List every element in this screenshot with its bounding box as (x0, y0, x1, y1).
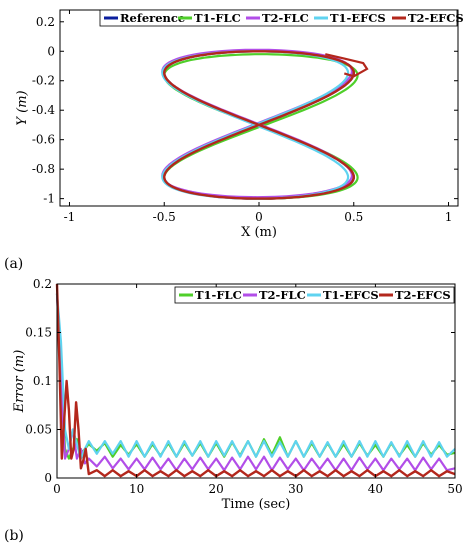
x-tick-label: 50 (447, 482, 462, 496)
y-tick-label: 0.2 (33, 277, 52, 291)
y-tick-label: -0.2 (32, 74, 55, 88)
legend: T1-FLC T2-FLC T1-EFCS T2-EFCS (174, 286, 455, 304)
series-line-t2-efcs (163, 50, 355, 200)
y-tick-label: -0.6 (32, 133, 55, 147)
trajectory-chart: -1 -0.5 0 0.5 1 0.2 0 -0.2 -0.4 -0.6 -0.8 -1 X (m) Y … (15, 9, 464, 240)
y-tick-label: 0.1 (33, 374, 52, 388)
legend-box (99, 9, 458, 27)
x-tick-label: 1 (445, 210, 453, 224)
x-tick-label: 20 (209, 482, 224, 496)
y-tick-label: 0.2 (36, 15, 55, 29)
legend-entry: T1-EFCS (323, 288, 379, 302)
plot-area (60, 10, 458, 206)
x-tick-label: 40 (368, 482, 383, 496)
x-tick-label: 10 (129, 482, 144, 496)
legend-entry: Reference (120, 11, 185, 25)
error-chart: 0 10 20 30 40 50 0 0.05 0.1 0.15 0.2 Time (sec) Erro… (12, 277, 463, 512)
x-tick-label: -1 (64, 210, 76, 224)
y-tick-label: 0.15 (25, 326, 52, 340)
x-tick-label: 30 (288, 482, 303, 496)
legend: Reference T1-FLC T2-FLC T1-EFCS T2-EFCS (99, 9, 464, 27)
y-axis-label: Y (m) (15, 90, 30, 125)
series-line-t2-efcs (55, 283, 456, 478)
y-tick-label: 0 (47, 44, 55, 58)
legend-entry: T1-FLC (195, 288, 242, 302)
x-axis-label: X (m) (241, 225, 277, 240)
legend-entry: T1-FLC (194, 11, 241, 25)
legend-entry: T2-EFCS (395, 288, 451, 302)
x-tick-label: 0.5 (344, 210, 363, 224)
y-tick-label: 0.05 (25, 423, 52, 437)
y-tick-label: -0.4 (32, 103, 56, 117)
legend-entry: T2-FLC (262, 11, 309, 25)
legend-entry: T1-EFCS (330, 11, 386, 25)
y-tick-label: -0.8 (32, 162, 55, 176)
y-axis-label: Error (m) (12, 350, 27, 414)
legend-entry: T2-FLC (259, 288, 306, 302)
series-overshoot-t2-efcs (325, 53, 369, 78)
x-axis-label: Time (sec) (222, 497, 291, 512)
y-tick-label: 0 (44, 471, 52, 485)
legend-entry: T2-EFCS (408, 11, 464, 25)
panel-label-b: (b) (4, 528, 24, 544)
x-tick-label: -0.5 (153, 210, 176, 224)
y-tick-label: -1 (43, 192, 55, 206)
series-line-t1-efcs (55, 293, 456, 460)
panel-label-a: (a) (4, 256, 23, 272)
x-tick-label: 0 (255, 210, 263, 224)
x-tick-label: 0 (53, 482, 61, 496)
